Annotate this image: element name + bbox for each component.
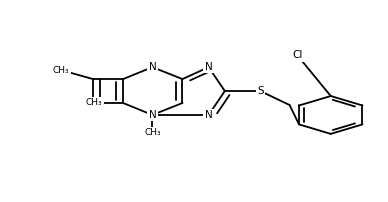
Text: CH₃: CH₃ (53, 66, 69, 75)
Text: N: N (149, 62, 156, 72)
Text: S: S (257, 86, 263, 96)
Text: Cl: Cl (292, 50, 302, 60)
Text: CH₃: CH₃ (85, 99, 102, 107)
Text: O: O (89, 98, 97, 108)
Text: N: N (205, 62, 213, 72)
Text: CH₃: CH₃ (144, 128, 161, 137)
Text: N: N (205, 110, 213, 120)
Text: N: N (149, 110, 156, 120)
